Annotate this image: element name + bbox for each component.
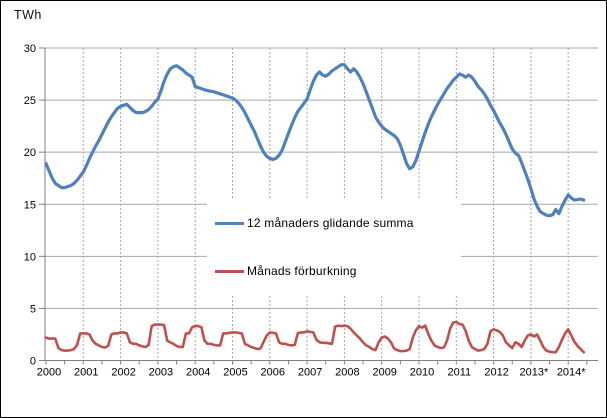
x-tick-label: 2002 (111, 367, 135, 379)
legend-backdrop (207, 199, 461, 295)
x-tick-label: 2004 (186, 367, 210, 379)
y-tick-label: 0 (30, 356, 36, 368)
x-tick-label: 2012 (484, 367, 508, 379)
x-tick-label: 2001 (74, 367, 98, 379)
y-tick-label: 20 (24, 147, 36, 159)
y-tick-label: 10 (24, 251, 36, 263)
y-tick-label: 30 (24, 43, 36, 55)
x-tick-label: 2010 (410, 367, 434, 379)
x-tick-label: 2014* (557, 367, 586, 379)
x-tick-label: 2000 (37, 367, 61, 379)
series-line-monthly-consumption (44, 320, 586, 354)
y-tick-label: 15 (24, 199, 36, 211)
x-tick-label: 2005 (223, 367, 247, 379)
y-tick-label: 25 (24, 95, 36, 107)
x-tick-label: 2006 (261, 367, 285, 379)
x-tick-label: 2011 (447, 367, 471, 379)
x-tick-label: 2009 (372, 367, 396, 379)
y-tick-label: 5 (30, 303, 36, 315)
y-axis-unit-label: TWh (14, 8, 42, 22)
x-tick-label: 2003 (149, 367, 173, 379)
series-line-rolling-sum (44, 63, 586, 218)
x-tick-label: 2008 (335, 367, 359, 379)
x-tick-label: 2013* (520, 367, 549, 379)
x-tick-label: 2007 (298, 367, 322, 379)
